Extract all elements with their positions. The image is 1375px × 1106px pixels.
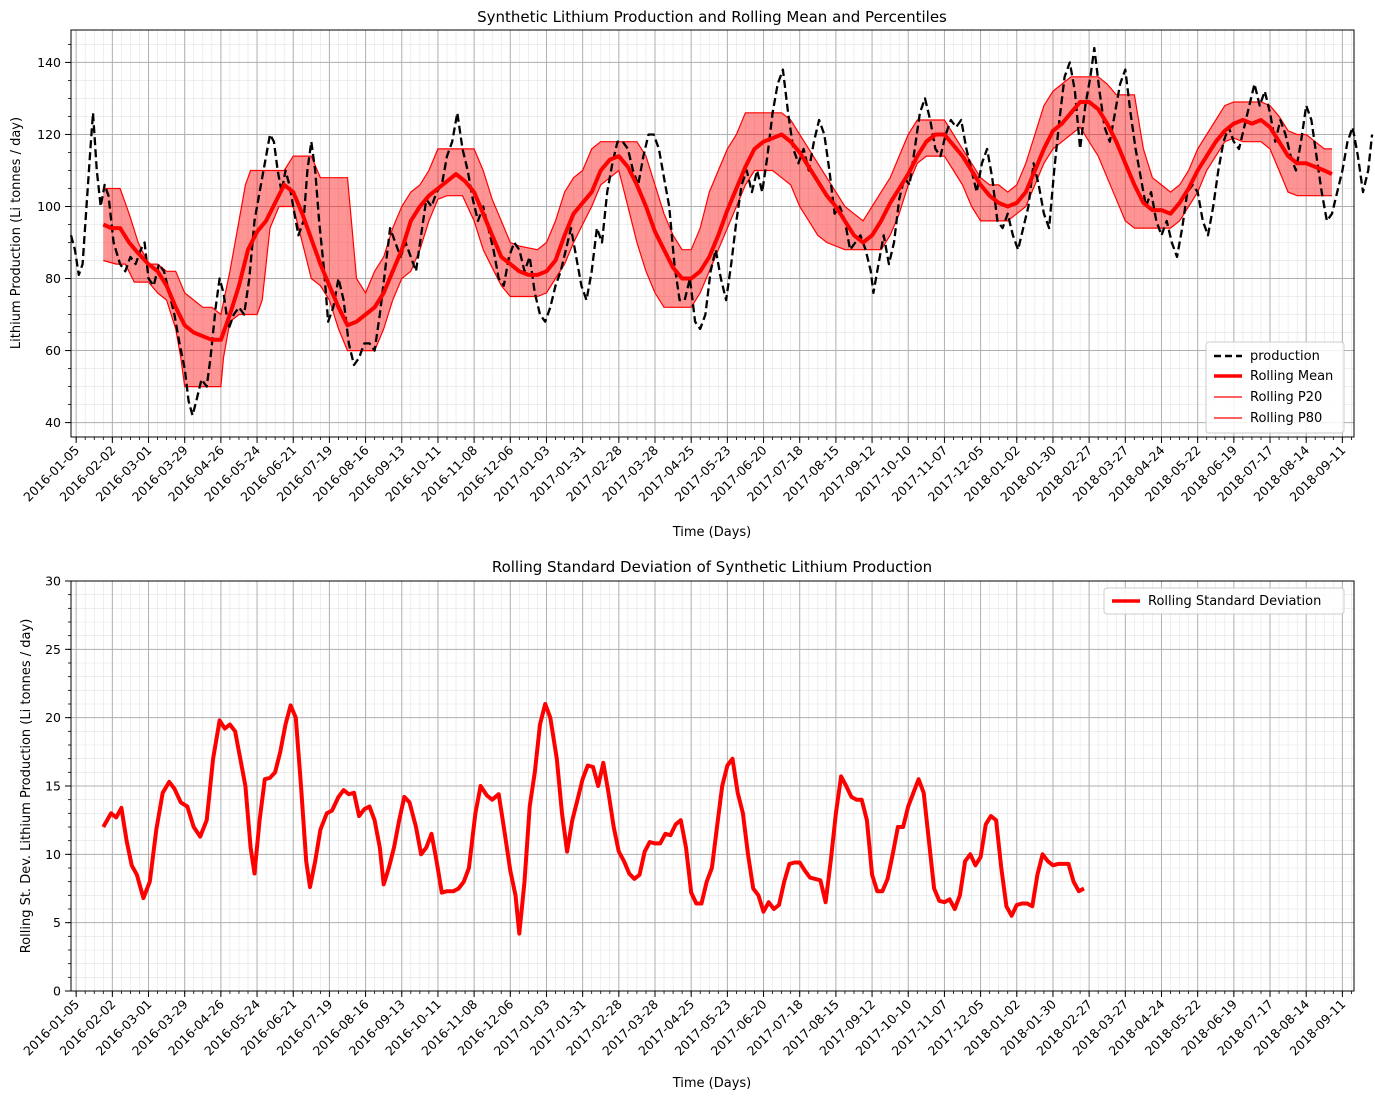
series-line-rolling-std: [101, 702, 1085, 936]
legend-box: [1205, 341, 1345, 434]
series-layer: [69, 46, 1374, 417]
plot-area-frame: [70, 29, 1355, 438]
y-tick-label: 80: [45, 271, 61, 286]
chart-title: Rolling Standard Deviation of Synthetic …: [492, 558, 932, 576]
x-axis-label: Time (Days): [672, 525, 752, 540]
x-axis-label: Time (Days): [672, 1076, 752, 1091]
y-tick-label: 100: [37, 199, 61, 214]
chart-title: Synthetic Lithium Production and Rolling…: [477, 8, 947, 26]
y-tick-label: 30: [45, 574, 61, 589]
legend-box: [1103, 587, 1345, 615]
std-dev-chart: Rolling Standard Deviation of Synthetic …: [19, 558, 1355, 1091]
y-tick-label: 15: [45, 779, 61, 794]
series-layer: [101, 702, 1085, 936]
y-tick-label: 0: [53, 984, 61, 999]
legend-label-rolling-p20: Rolling P20: [1250, 390, 1322, 405]
x-axis: 2016-01-052016-02-022016-03-012016-03-29…: [20, 991, 1352, 1058]
series-line-production: [69, 46, 1374, 417]
y-axis: 40 60 80 100 120 140: [37, 44, 71, 430]
y-tick-label: 10: [45, 847, 61, 862]
x-axis: 2016-01-052016-02-022016-03-012016-03-29…: [20, 437, 1352, 504]
y-tick-label: 120: [37, 127, 61, 142]
y-axis-label: Rolling St. Dev. Lithium Production (Li …: [19, 619, 34, 954]
legend: Rolling Standard Deviation: [1103, 587, 1345, 615]
y-tick-label: 25: [45, 642, 61, 657]
series-line-rolling-p20: [103, 126, 1332, 388]
legend-label-rolling-mean: Rolling Mean: [1250, 369, 1333, 384]
y-tick-label: 60: [45, 343, 61, 358]
y-tick-label: 5: [53, 915, 61, 930]
legend-label-production: production: [1250, 349, 1320, 364]
y-tick-label: 20: [45, 710, 61, 725]
legend-label-rolling-std: Rolling Standard Deviation: [1148, 594, 1321, 609]
series-line-rolling-mean: [102, 100, 1333, 342]
series-line-rolling-p80: [103, 76, 1332, 316]
y-tick-label: 40: [45, 415, 61, 430]
production-chart: Synthetic Lithium Production and Rolling…: [9, 8, 1374, 540]
y-axis: 0 5 10 15 20 25 30: [45, 574, 71, 999]
legend-label-rolling-p80: Rolling P80: [1250, 411, 1322, 426]
y-tick-label: 140: [37, 55, 61, 70]
legend: production Rolling Mean Rolling P20 Roll…: [1205, 341, 1345, 434]
y-axis-label: Lithium Production (Li tonnes / day): [9, 117, 24, 349]
